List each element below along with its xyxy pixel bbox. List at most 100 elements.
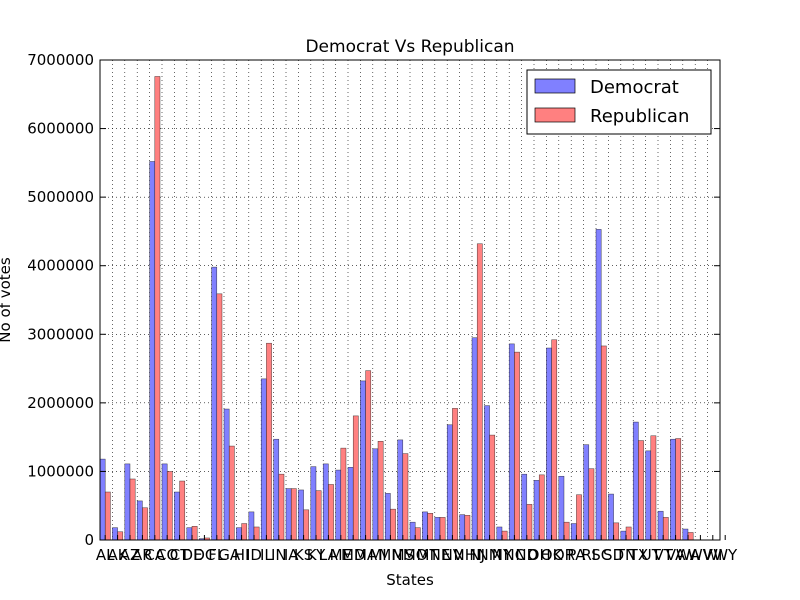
y-tick-label: 5000000: [27, 188, 94, 206]
bar-republican-nm: [489, 434, 496, 541]
bar-republican-nv: [452, 408, 458, 541]
x-tick-label: NY: [492, 546, 513, 564]
x-tick-label: MD: [341, 546, 366, 564]
chart-title: Democrat Vs Republican: [305, 37, 514, 57]
bar-republican-ct: [179, 480, 186, 541]
bar-democrat-mn: [384, 493, 391, 541]
y-tick-label: 7000000: [27, 51, 94, 69]
bar-democrat-tx: [632, 421, 639, 541]
bar-democrat-ia: [285, 488, 292, 541]
bar-democrat-vt: [657, 510, 664, 541]
x-axis-ticks: ALAKAZARCACOCTDEDCFLGAHIIDILINIAKSKYLAME…: [96, 535, 738, 564]
legend-label-republican: Republican: [590, 106, 689, 127]
bar-republican-sc: [600, 345, 607, 541]
x-tick-label: OK: [541, 546, 564, 564]
x-tick-label: GA: [218, 546, 241, 564]
bar-republican-md: [352, 415, 359, 541]
x-tick-label: AK: [108, 546, 129, 564]
x-tick-label: IL: [260, 546, 273, 564]
bar-republican-or: [563, 521, 570, 541]
y-tick-label: 3000000: [27, 325, 94, 343]
bar-democrat-az: [124, 463, 131, 541]
bar-republican-vt: [662, 517, 669, 541]
x-tick-label: RI: [581, 546, 596, 564]
bar-democrat-tn: [620, 530, 627, 541]
bar-democrat-in: [273, 438, 280, 541]
x-tick-label: NH: [454, 546, 477, 564]
bar-republican-ma: [365, 370, 372, 541]
x-tick-label: NV: [442, 546, 464, 564]
x-tick-label: AL: [96, 546, 115, 564]
x-tick-label: MA: [354, 546, 378, 564]
x-tick-label: CT: [170, 546, 190, 564]
bar-republican-id: [253, 526, 260, 541]
bar-democrat-ar: [136, 500, 143, 541]
legend-label-democrat: Democrat: [590, 77, 679, 98]
bar-democrat-nm: [484, 405, 490, 541]
bar-republican-ky: [315, 490, 322, 541]
bar-democrat-ny: [496, 526, 503, 541]
x-tick-label: WA: [676, 546, 701, 564]
bar-republican-al: [104, 491, 111, 541]
bar-republican-il: [266, 342, 272, 541]
bar-democrat-mi: [372, 448, 379, 541]
x-tick-label: MT: [417, 546, 440, 564]
x-tick-label: HI: [234, 546, 250, 564]
bar-republican-ak: [117, 531, 124, 541]
bar-republican-tn: [625, 526, 632, 541]
y-tick-label: 1000000: [27, 462, 94, 480]
x-tick-label: CA: [144, 546, 165, 564]
x-tick-label: IN: [271, 546, 287, 564]
x-tick-label: AR: [132, 546, 153, 564]
x-axis-label: States: [386, 571, 434, 589]
bar-democrat-fl: [211, 266, 218, 541]
bar-democrat-ut: [645, 450, 652, 541]
bar-republican-me: [340, 447, 347, 541]
x-tick-label: MO: [403, 546, 428, 564]
bar-republican-mt: [427, 513, 434, 541]
bar-democrat-nj: [471, 337, 478, 541]
x-tick-label: PA: [567, 546, 586, 564]
bar-republican-ne: [439, 517, 446, 541]
bar-democrat-ok: [546, 347, 552, 541]
bar-republican-va: [675, 438, 682, 541]
bar-democrat-la: [322, 463, 329, 541]
bar-republican-mn: [390, 508, 396, 541]
bar-democrat-sc: [595, 229, 602, 541]
bar-republican-oh: [538, 474, 545, 541]
x-tick-label: MN: [378, 546, 402, 564]
legend: Democrat Republican: [526, 69, 712, 135]
bar-democrat-hi: [236, 527, 242, 541]
bar-democrat-oh: [533, 480, 540, 541]
x-tick-label: IA: [284, 546, 299, 564]
bar-democrat-ms: [397, 439, 404, 541]
x-tick-label: OR: [553, 546, 575, 564]
bar-republican-tx: [638, 440, 644, 541]
x-tick-label: NM: [478, 546, 502, 564]
bar-republican-ny: [501, 530, 508, 541]
bar-democrat-ma: [360, 380, 366, 541]
x-tick-label: ND: [515, 546, 538, 564]
y-tick-label: 2000000: [27, 394, 94, 412]
legend-swatch-democrat: [534, 78, 576, 94]
bar-democrat-md: [347, 467, 354, 541]
bar-republican-mo: [414, 527, 421, 541]
bar-democrat-nc: [508, 343, 515, 541]
bar-democrat-ri: [583, 444, 590, 541]
x-tick-label: VA: [666, 546, 686, 564]
x-tick-label: MS: [392, 546, 414, 564]
bar-republican-ga: [228, 445, 235, 541]
y-axis-ticks: 0 1000000 2000000 3000000 4000000 5000000 6000…: [27, 51, 720, 549]
x-tick-label: AZ: [120, 546, 141, 564]
bar-democrat-ak: [112, 527, 118, 541]
x-tick-label: DC: [193, 546, 215, 564]
bar-republican-mi: [377, 441, 384, 541]
y-tick-label: 6000000: [27, 120, 94, 138]
x-tick-label: LA: [319, 546, 339, 564]
bar-democrat-ky: [310, 466, 317, 541]
bar-democrat-ct: [174, 491, 180, 541]
bar-democrat-or: [558, 475, 565, 541]
bar-democrat-ne: [434, 517, 441, 541]
bar-republican-nj: [476, 243, 483, 541]
